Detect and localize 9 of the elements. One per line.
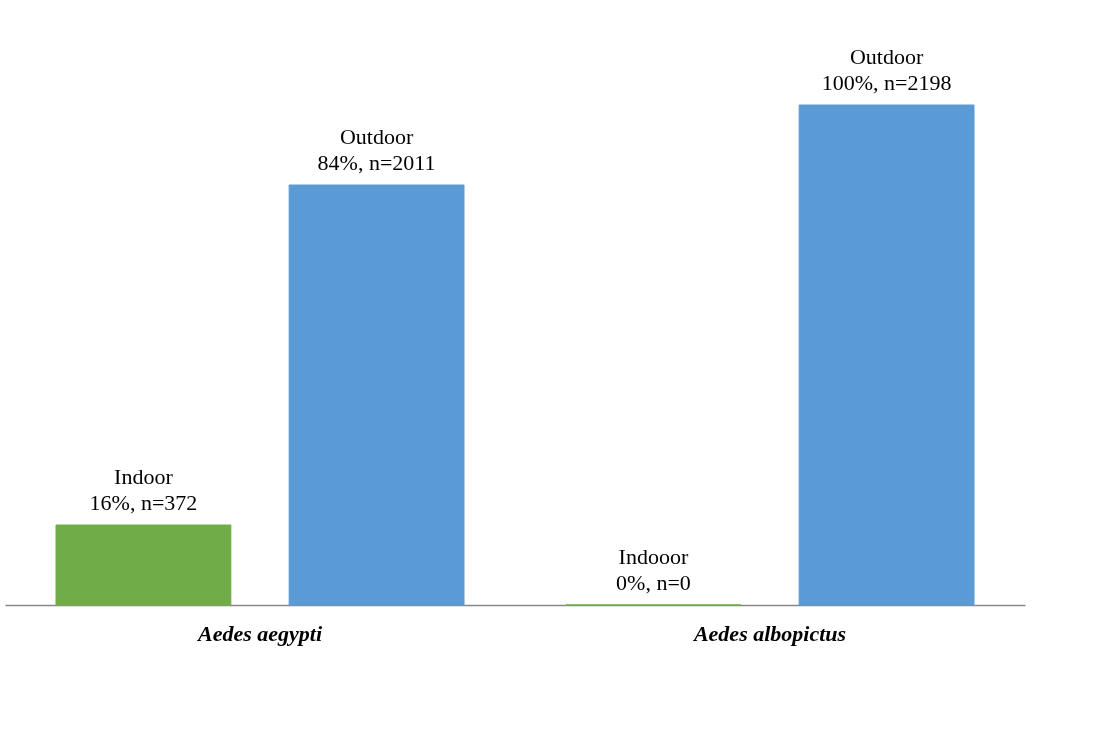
bar [288,184,465,606]
x-tick-label: Aedes albopictus [691,620,847,646]
data-label: Indooor 0%, n=0 [616,544,691,595]
bar [798,104,975,606]
data-label: Outdoor 84%, n=2011 [317,124,436,175]
data-label: Outdoor 100%, n=2198 [821,44,952,95]
data-label: Indoor 16%, n=372 [89,464,198,515]
x-tick-label: Aedes aegypti [195,620,323,646]
bar [55,524,232,606]
